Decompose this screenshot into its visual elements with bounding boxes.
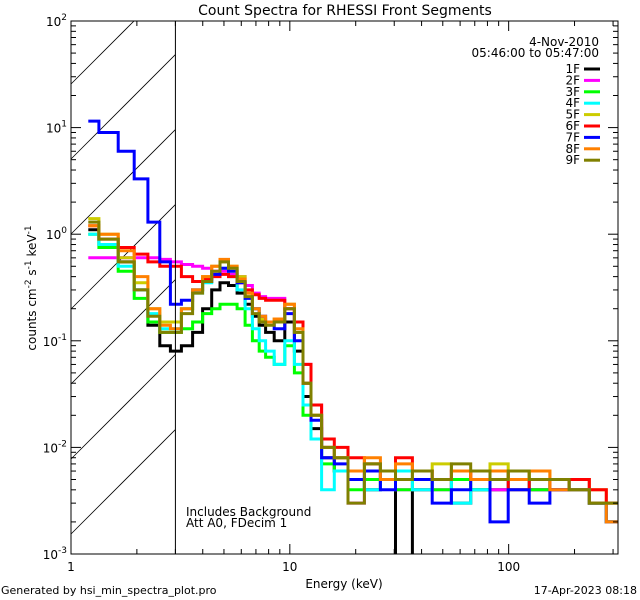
legend-label-3F: 3F: [565, 85, 580, 99]
legend-label-2F: 2F: [565, 73, 580, 87]
series-2F: [88, 256, 618, 524]
legend-label-4F: 4F: [565, 96, 580, 110]
legend-label-9F: 9F: [565, 153, 580, 167]
legend-label-7F: 7F: [565, 130, 580, 144]
legend-time-range: 05:46:00 to 05:47:00: [472, 46, 599, 60]
y-tick-label: 102: [46, 13, 67, 29]
series-1F: [88, 228, 618, 554]
x-axis-label: Energy (keV): [305, 577, 382, 591]
y-tick-label: 101: [46, 120, 67, 136]
y-tick-label: 100: [46, 226, 67, 242]
hatch-line: [70, 129, 176, 235]
legend-label-8F: 8F: [565, 142, 580, 156]
plot-frame: [70, 20, 619, 555]
hatch-line: [70, 429, 176, 535]
legend-label-6F: 6F: [565, 119, 580, 133]
hatched-region: [70, 20, 176, 535]
legend-label-5F: 5F: [565, 108, 580, 122]
y-axis-label: counts cm-2 s-1 keV-1: [24, 225, 39, 350]
x-tick-label: 10: [282, 560, 297, 574]
chart-title: Count Spectra for RHESSI Front Segments: [198, 3, 492, 19]
footer-timestamp: 17-Apr-2023 08:18: [534, 584, 637, 597]
hatch-line: [70, 279, 176, 385]
series-9F: [88, 220, 618, 505]
hatch-line: [70, 54, 176, 160]
annotation-attenuator: Att A0, FDecim 1: [186, 516, 287, 530]
x-tick-label: 1: [67, 560, 75, 574]
y-tick-label: 10-1: [43, 333, 67, 349]
series-8F: [88, 224, 618, 524]
series-7F: [88, 119, 618, 524]
legend-date: 4-Nov-2010: [529, 35, 599, 49]
footer-generated-by: Generated by hsi_min_spectra_plot.pro: [1, 584, 217, 597]
x-tick-label: 100: [497, 560, 520, 574]
hatch-line: [70, 20, 135, 85]
hatch-line: [70, 354, 176, 460]
series-6F: [88, 224, 618, 505]
annotation-background: Includes Background: [186, 505, 311, 519]
y-tick-label: 10-2: [43, 439, 67, 455]
y-tick-label: 10-3: [43, 546, 67, 562]
legend-label-1F: 1F: [565, 62, 580, 76]
